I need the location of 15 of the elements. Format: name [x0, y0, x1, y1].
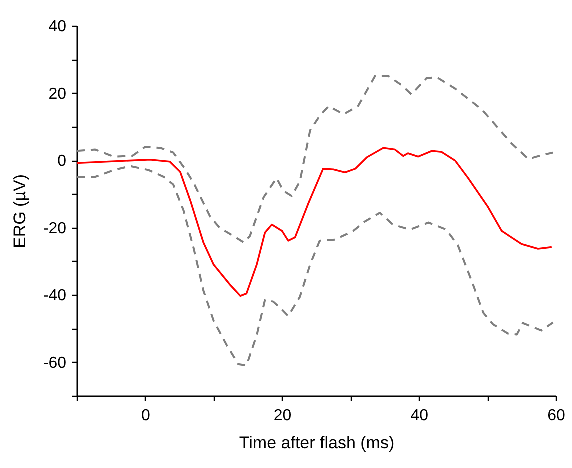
x-axis-title: Time after flash (ms)	[239, 434, 395, 452]
y-tick-label: -20	[43, 220, 67, 238]
y-tick-label: -40	[43, 288, 67, 305]
x-tick-label: 0	[141, 408, 150, 424]
y-axis-title: ERG (µV)	[10, 174, 30, 249]
y-tick-label: 20	[48, 86, 67, 103]
x-tick-label: 40	[410, 408, 429, 424]
y-tick-label: 0	[58, 153, 67, 170]
line-series	[76, 147, 553, 297]
line-series	[76, 75, 554, 244]
y-tick-label: 40	[48, 18, 67, 36]
y-tick-label: -60	[43, 354, 67, 372]
x-tick-label: 20	[274, 408, 292, 424]
x-tick-label: 60	[548, 408, 566, 424]
line-series	[76, 165, 554, 367]
